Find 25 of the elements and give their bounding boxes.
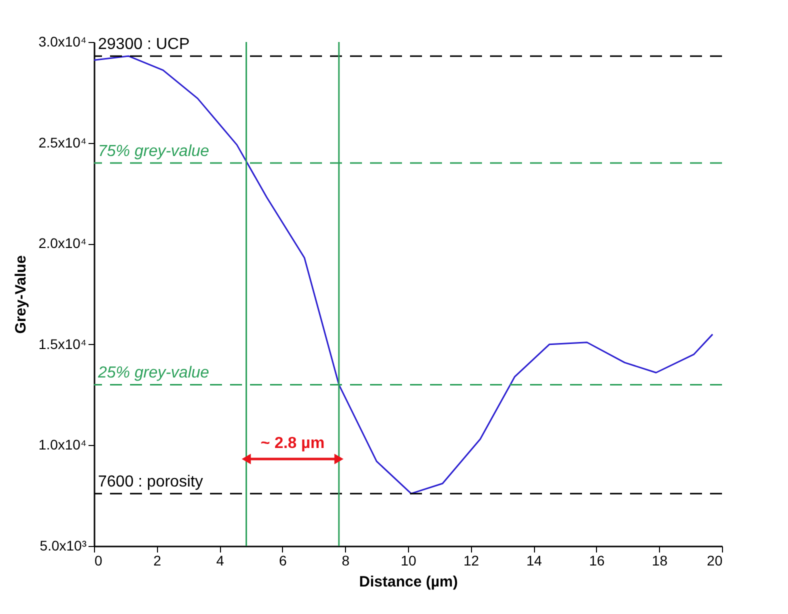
y-tick-label: 2.5x10⁴: [38, 134, 86, 150]
x-tick-label: 10: [400, 552, 416, 568]
x-tick-label: 20: [706, 552, 723, 568]
y-tick-label: 3.0x10⁴: [38, 34, 86, 50]
x-axis-title: Distance (µm): [359, 574, 458, 590]
annotation: ~ 2.8 µm: [260, 435, 325, 452]
ref-line-label: 29300 : UCP: [98, 36, 190, 54]
y-tick-label: 2.0x10⁴: [38, 235, 86, 252]
ref-line-label: 7600 : porosity: [98, 474, 203, 491]
y-tick-label: 5.0x10³: [40, 538, 87, 554]
y-axis-title: Grey-Value: [12, 255, 30, 334]
ref-line-label: 75% grey-value: [98, 142, 210, 160]
x-tick-label: 8: [342, 552, 350, 568]
x-tick-label: 0: [94, 552, 102, 568]
x-tick-label: 14: [526, 552, 542, 568]
x-tick-label: 2: [153, 552, 162, 568]
x-tick-label: 6: [279, 552, 287, 568]
x-tick-label: 4: [216, 552, 224, 568]
ref-line-label: 25% grey-value: [97, 364, 210, 382]
x-tick-label: 18: [652, 552, 668, 568]
y-tick-label: 1.0x10⁴: [38, 436, 86, 453]
x-tick-label: 12: [464, 552, 480, 568]
line-series: [94, 55, 714, 494]
x-tick-label: 16: [589, 552, 605, 568]
y-tick-label: 1.5x10⁴: [38, 336, 86, 352]
